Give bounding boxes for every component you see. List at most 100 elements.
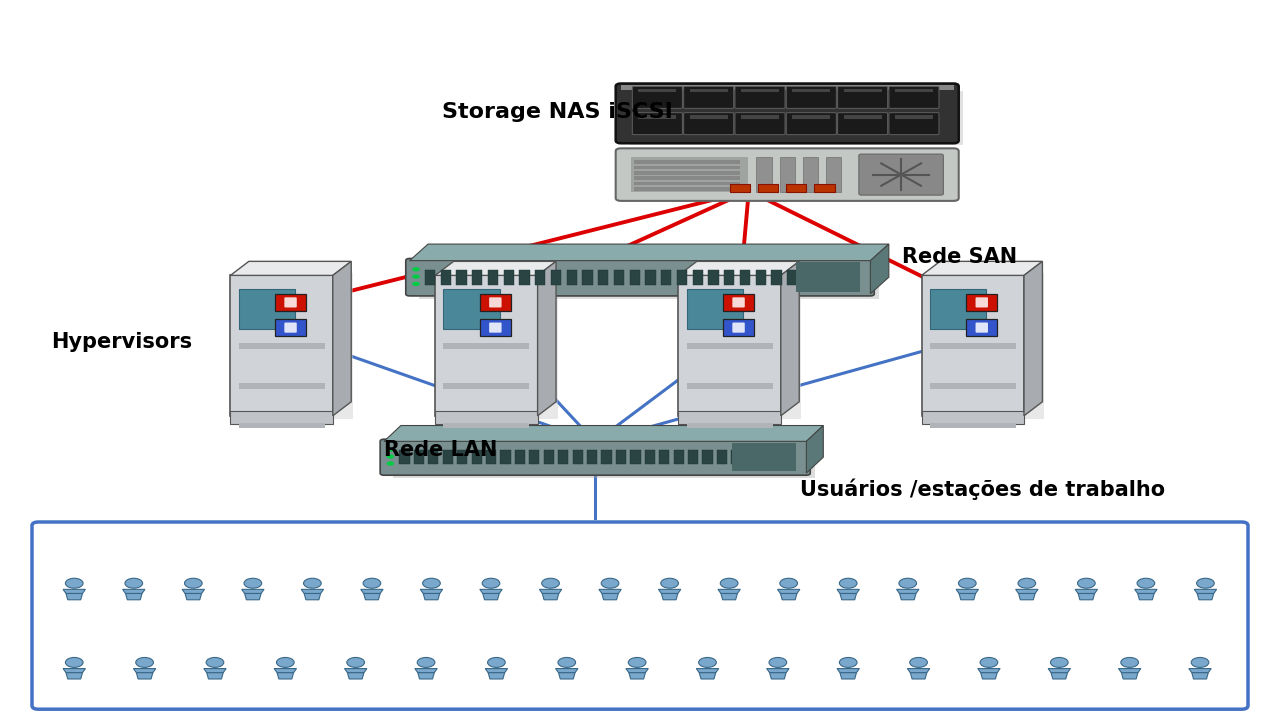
FancyBboxPatch shape: [673, 450, 684, 464]
Circle shape: [840, 657, 858, 667]
Circle shape: [65, 657, 83, 667]
Polygon shape: [488, 672, 504, 679]
FancyBboxPatch shape: [690, 114, 727, 119]
FancyBboxPatch shape: [634, 182, 740, 186]
FancyBboxPatch shape: [717, 450, 727, 464]
Circle shape: [303, 578, 321, 588]
FancyBboxPatch shape: [645, 270, 655, 284]
FancyBboxPatch shape: [703, 450, 713, 464]
FancyBboxPatch shape: [275, 294, 306, 311]
Polygon shape: [781, 593, 797, 600]
Circle shape: [1078, 578, 1096, 588]
Circle shape: [364, 578, 380, 588]
Circle shape: [1137, 578, 1155, 588]
FancyBboxPatch shape: [639, 89, 676, 92]
FancyBboxPatch shape: [544, 450, 554, 464]
FancyBboxPatch shape: [735, 113, 785, 135]
Polygon shape: [900, 593, 916, 600]
FancyBboxPatch shape: [457, 270, 467, 284]
Circle shape: [769, 657, 787, 667]
Circle shape: [541, 578, 559, 588]
FancyBboxPatch shape: [630, 91, 963, 145]
FancyBboxPatch shape: [443, 343, 530, 349]
FancyBboxPatch shape: [443, 289, 499, 329]
Polygon shape: [959, 593, 975, 600]
FancyBboxPatch shape: [238, 383, 325, 389]
FancyBboxPatch shape: [443, 450, 453, 464]
FancyBboxPatch shape: [435, 412, 538, 425]
Polygon shape: [1192, 672, 1208, 679]
Polygon shape: [361, 590, 383, 593]
Polygon shape: [538, 261, 556, 416]
Circle shape: [387, 447, 394, 451]
Polygon shape: [63, 590, 86, 593]
Polygon shape: [699, 672, 716, 679]
FancyBboxPatch shape: [634, 187, 740, 191]
FancyBboxPatch shape: [472, 270, 483, 284]
FancyBboxPatch shape: [572, 450, 582, 464]
FancyBboxPatch shape: [520, 270, 530, 284]
Polygon shape: [769, 672, 786, 679]
Polygon shape: [137, 672, 152, 679]
FancyBboxPatch shape: [659, 450, 669, 464]
Polygon shape: [333, 261, 351, 416]
Polygon shape: [721, 593, 737, 600]
FancyBboxPatch shape: [616, 148, 959, 201]
FancyBboxPatch shape: [616, 84, 959, 143]
FancyBboxPatch shape: [731, 450, 741, 464]
Polygon shape: [837, 590, 859, 593]
Polygon shape: [125, 593, 142, 600]
Circle shape: [1018, 578, 1036, 588]
Polygon shape: [123, 590, 145, 593]
Polygon shape: [274, 669, 297, 672]
Polygon shape: [837, 669, 859, 672]
FancyBboxPatch shape: [686, 289, 742, 329]
Polygon shape: [485, 669, 508, 672]
Polygon shape: [1121, 672, 1138, 679]
FancyBboxPatch shape: [708, 270, 718, 284]
FancyBboxPatch shape: [787, 270, 797, 284]
Polygon shape: [1048, 669, 1070, 672]
Polygon shape: [480, 590, 502, 593]
Polygon shape: [956, 590, 978, 593]
FancyBboxPatch shape: [631, 157, 748, 192]
Polygon shape: [67, 672, 82, 679]
Polygon shape: [417, 672, 434, 679]
Circle shape: [660, 578, 678, 588]
FancyBboxPatch shape: [504, 270, 515, 284]
FancyBboxPatch shape: [844, 89, 882, 92]
Polygon shape: [1194, 590, 1216, 593]
Polygon shape: [251, 273, 353, 418]
FancyBboxPatch shape: [678, 276, 781, 416]
Polygon shape: [206, 672, 223, 679]
FancyBboxPatch shape: [732, 443, 796, 472]
Circle shape: [65, 578, 83, 588]
Circle shape: [699, 657, 717, 667]
Polygon shape: [942, 273, 1044, 418]
FancyBboxPatch shape: [975, 323, 988, 333]
Polygon shape: [230, 261, 351, 276]
FancyBboxPatch shape: [686, 343, 773, 349]
FancyBboxPatch shape: [837, 113, 887, 135]
FancyBboxPatch shape: [888, 86, 940, 109]
Circle shape: [244, 578, 261, 588]
FancyBboxPatch shape: [684, 86, 733, 109]
FancyBboxPatch shape: [724, 270, 735, 284]
FancyBboxPatch shape: [621, 85, 954, 90]
Polygon shape: [556, 669, 579, 672]
Circle shape: [721, 578, 739, 588]
FancyBboxPatch shape: [486, 450, 497, 464]
FancyBboxPatch shape: [639, 114, 676, 119]
Polygon shape: [678, 261, 799, 276]
Circle shape: [387, 454, 394, 459]
Polygon shape: [781, 261, 799, 416]
FancyBboxPatch shape: [723, 294, 754, 311]
FancyBboxPatch shape: [419, 266, 879, 299]
FancyBboxPatch shape: [690, 89, 727, 92]
Polygon shape: [978, 669, 1000, 672]
FancyBboxPatch shape: [582, 270, 593, 284]
FancyBboxPatch shape: [425, 270, 435, 284]
FancyBboxPatch shape: [380, 439, 810, 475]
FancyBboxPatch shape: [480, 319, 511, 336]
Polygon shape: [305, 593, 320, 600]
